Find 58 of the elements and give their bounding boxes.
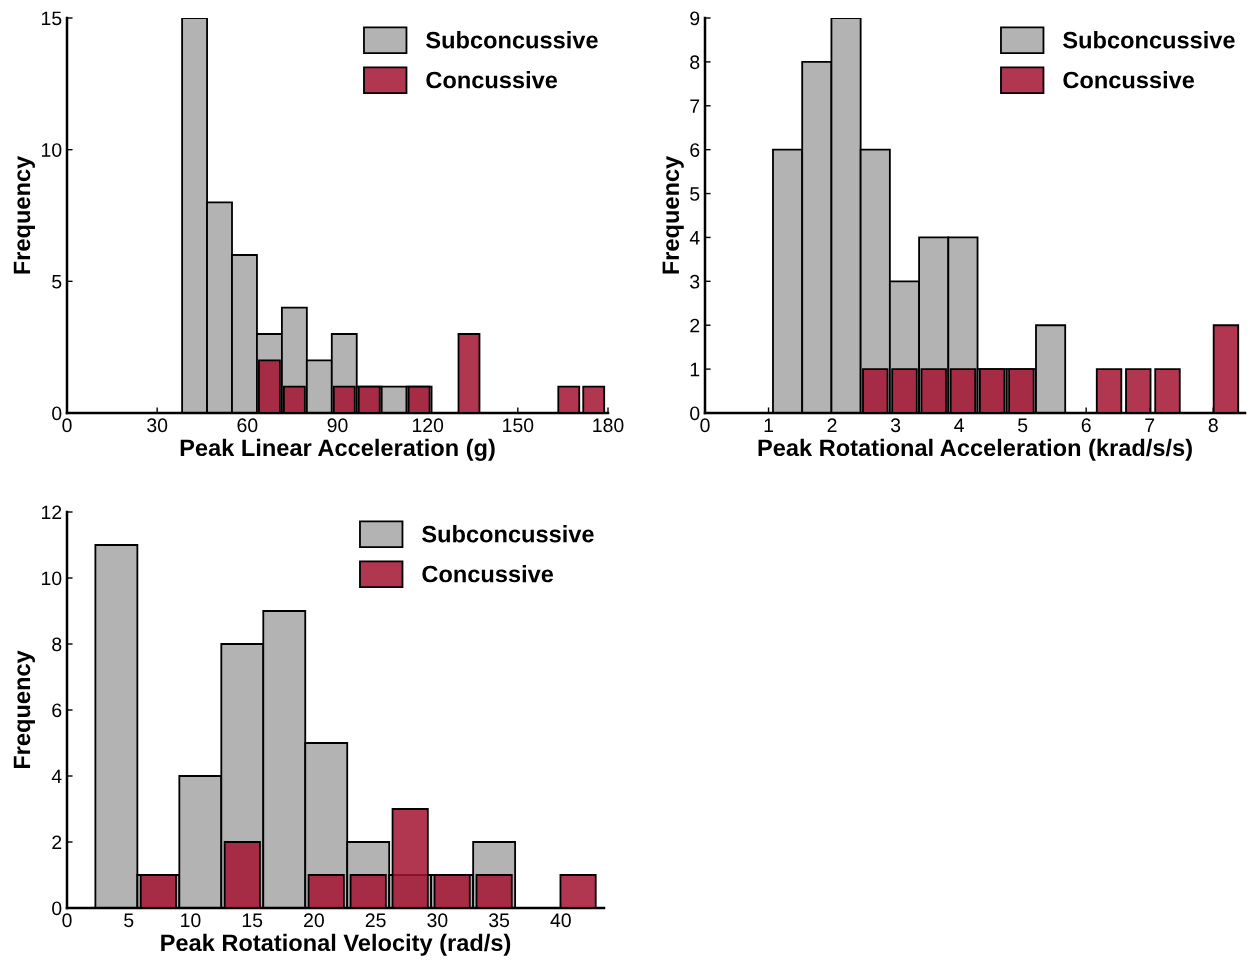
x-tick-label: 10: [181, 913, 201, 928]
y-axis-title: Frequency: [662, 155, 684, 274]
x-tick-label: 15: [242, 913, 263, 928]
y-tick-label: 10: [42, 571, 62, 586]
y-tick-label: 9: [690, 11, 700, 26]
x-tick-label: 150: [503, 418, 534, 433]
y-axis-title: Frequency: [13, 155, 35, 274]
legend-label: Concussive: [1063, 71, 1195, 89]
x-tick-label: 90: [327, 418, 348, 433]
x-tick-label: 1: [764, 418, 773, 432]
y-tick-label: 5: [690, 187, 700, 201]
x-tick-label: 180: [593, 418, 624, 433]
x-tick-label: 7: [1145, 418, 1155, 432]
y-tick-label: 7: [690, 99, 700, 113]
x-tick-label: 30: [427, 913, 448, 928]
legend-label: Subconcussive: [422, 525, 594, 543]
y-tick-label: 12: [42, 505, 62, 520]
x-axis-title: Peak Rotational Velocity (rad/s): [161, 933, 511, 956]
y-tick-label: 8: [52, 637, 62, 652]
x-axis-title: Peak Rotational Acceleration (krad/s/s): [758, 438, 1192, 461]
y-tick-label: 2: [52, 835, 62, 850]
x-tick-label: 4: [954, 418, 964, 432]
x-tick-label: 6: [1081, 418, 1091, 433]
x-tick-label: 2: [827, 418, 837, 432]
x-tick-label: 5: [1018, 418, 1028, 433]
x-tick-label: 0: [62, 418, 72, 433]
y-tick-label: 6: [690, 143, 700, 157]
x-tick-label: 30: [147, 418, 168, 433]
y-tick-label: 0: [52, 406, 62, 421]
y-tick-label: 0: [52, 901, 62, 916]
y-tick-label: 3: [690, 274, 700, 289]
y-axis-title: Frequency: [13, 650, 35, 769]
x-tick-label: 25: [365, 913, 386, 928]
x-tick-label: 5: [124, 913, 134, 928]
y-tick-label: 6: [52, 703, 62, 718]
y-tick-label: 15: [42, 11, 62, 26]
legend-label: Concussive: [422, 565, 554, 583]
x-tick-label: 35: [489, 913, 510, 928]
y-tick-label: 0: [690, 406, 700, 421]
y-tick-label: 1: [690, 362, 700, 377]
y-tick-label: 10: [42, 143, 62, 157]
x-axis-title: Peak Linear Acceleration (g): [180, 438, 495, 461]
y-tick-label: 4: [689, 231, 700, 245]
x-tick-label: 120: [412, 418, 444, 433]
y-tick-label: 2: [690, 318, 700, 333]
x-tick-label: 0: [700, 418, 710, 433]
x-tick-label: 60: [237, 418, 258, 433]
x-tick-label: 3: [890, 418, 901, 433]
legend-label: Subconcussive: [426, 31, 598, 49]
legend-label: Subconcussive: [1063, 31, 1235, 49]
x-tick-label: 8: [1208, 418, 1218, 433]
legend-label: Concussive: [426, 71, 558, 89]
y-tick-label: 4: [51, 769, 62, 784]
y-tick-label: 8: [690, 55, 700, 70]
x-tick-label: 0: [62, 913, 72, 928]
x-tick-label: 20: [304, 913, 324, 928]
y-tick-label: 5: [52, 275, 62, 289]
x-tick-label: 40: [550, 913, 571, 928]
